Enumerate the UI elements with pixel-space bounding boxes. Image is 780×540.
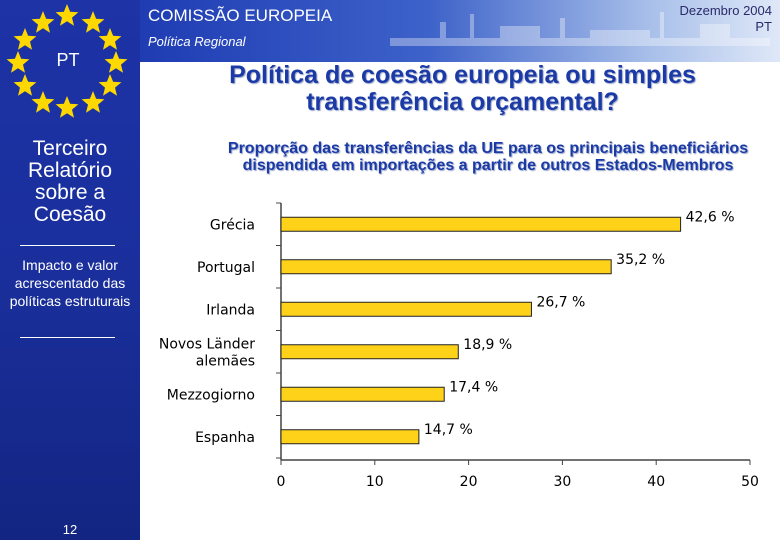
data-label: 35,2 %: [616, 252, 665, 268]
page-number: 12: [62, 522, 78, 537]
x-tick-label: 30: [553, 474, 571, 490]
divider: [20, 245, 115, 246]
bar: [280, 301, 532, 317]
language-code: PT: [755, 19, 772, 34]
chart-title: Proporção das transferências da UE para …: [227, 140, 749, 174]
page-title: Política de coesão europeia ou simples t…: [229, 61, 696, 116]
x-tick-label: 40: [647, 474, 665, 490]
sidebar: PT Terceiro Relatório sobre a Coesão Imp…: [0, 0, 140, 540]
bar: [280, 216, 682, 232]
x-tick-label: 20: [460, 474, 478, 490]
category-label: Espanha: [195, 430, 255, 446]
bar: [280, 386, 445, 402]
category-label: Novos Länder alemães: [159, 336, 255, 369]
divider: [20, 337, 115, 338]
x-tick-label: 50: [741, 474, 759, 490]
date-text: Dezembro 2004: [679, 3, 773, 18]
date-stamp: Dezembro 2004 PT: [680, 3, 773, 35]
data-label: 18,9 %: [463, 337, 512, 353]
section-title: Impacto e valor acrescentado das polític…: [9, 257, 131, 309]
organization-name: COMISSÃO EUROPEIA: [148, 6, 333, 25]
bar: [280, 344, 459, 360]
report-title: Terceiro Relatório sobre a Coesão: [27, 137, 113, 226]
x-tick-label: 10: [366, 474, 384, 490]
category-label: Grécia: [210, 217, 255, 233]
data-label: 26,7 %: [536, 294, 585, 310]
data-label: 17,4 %: [449, 379, 498, 395]
category-label: Mezzogiorno: [167, 387, 255, 403]
organization-subtitle: Política Regional: [148, 34, 246, 49]
data-label: 14,7 %: [424, 422, 473, 438]
x-tick-label: 0: [277, 474, 286, 490]
bar: [280, 259, 612, 275]
bar: [280, 429, 420, 445]
category-label: Portugal: [197, 260, 255, 276]
harbour-banner-image: [390, 12, 770, 46]
category-label: Irlanda: [206, 302, 255, 318]
data-label: 42,6 %: [686, 209, 735, 225]
country-code: PT: [56, 50, 80, 70]
header-banner: [140, 0, 780, 62]
